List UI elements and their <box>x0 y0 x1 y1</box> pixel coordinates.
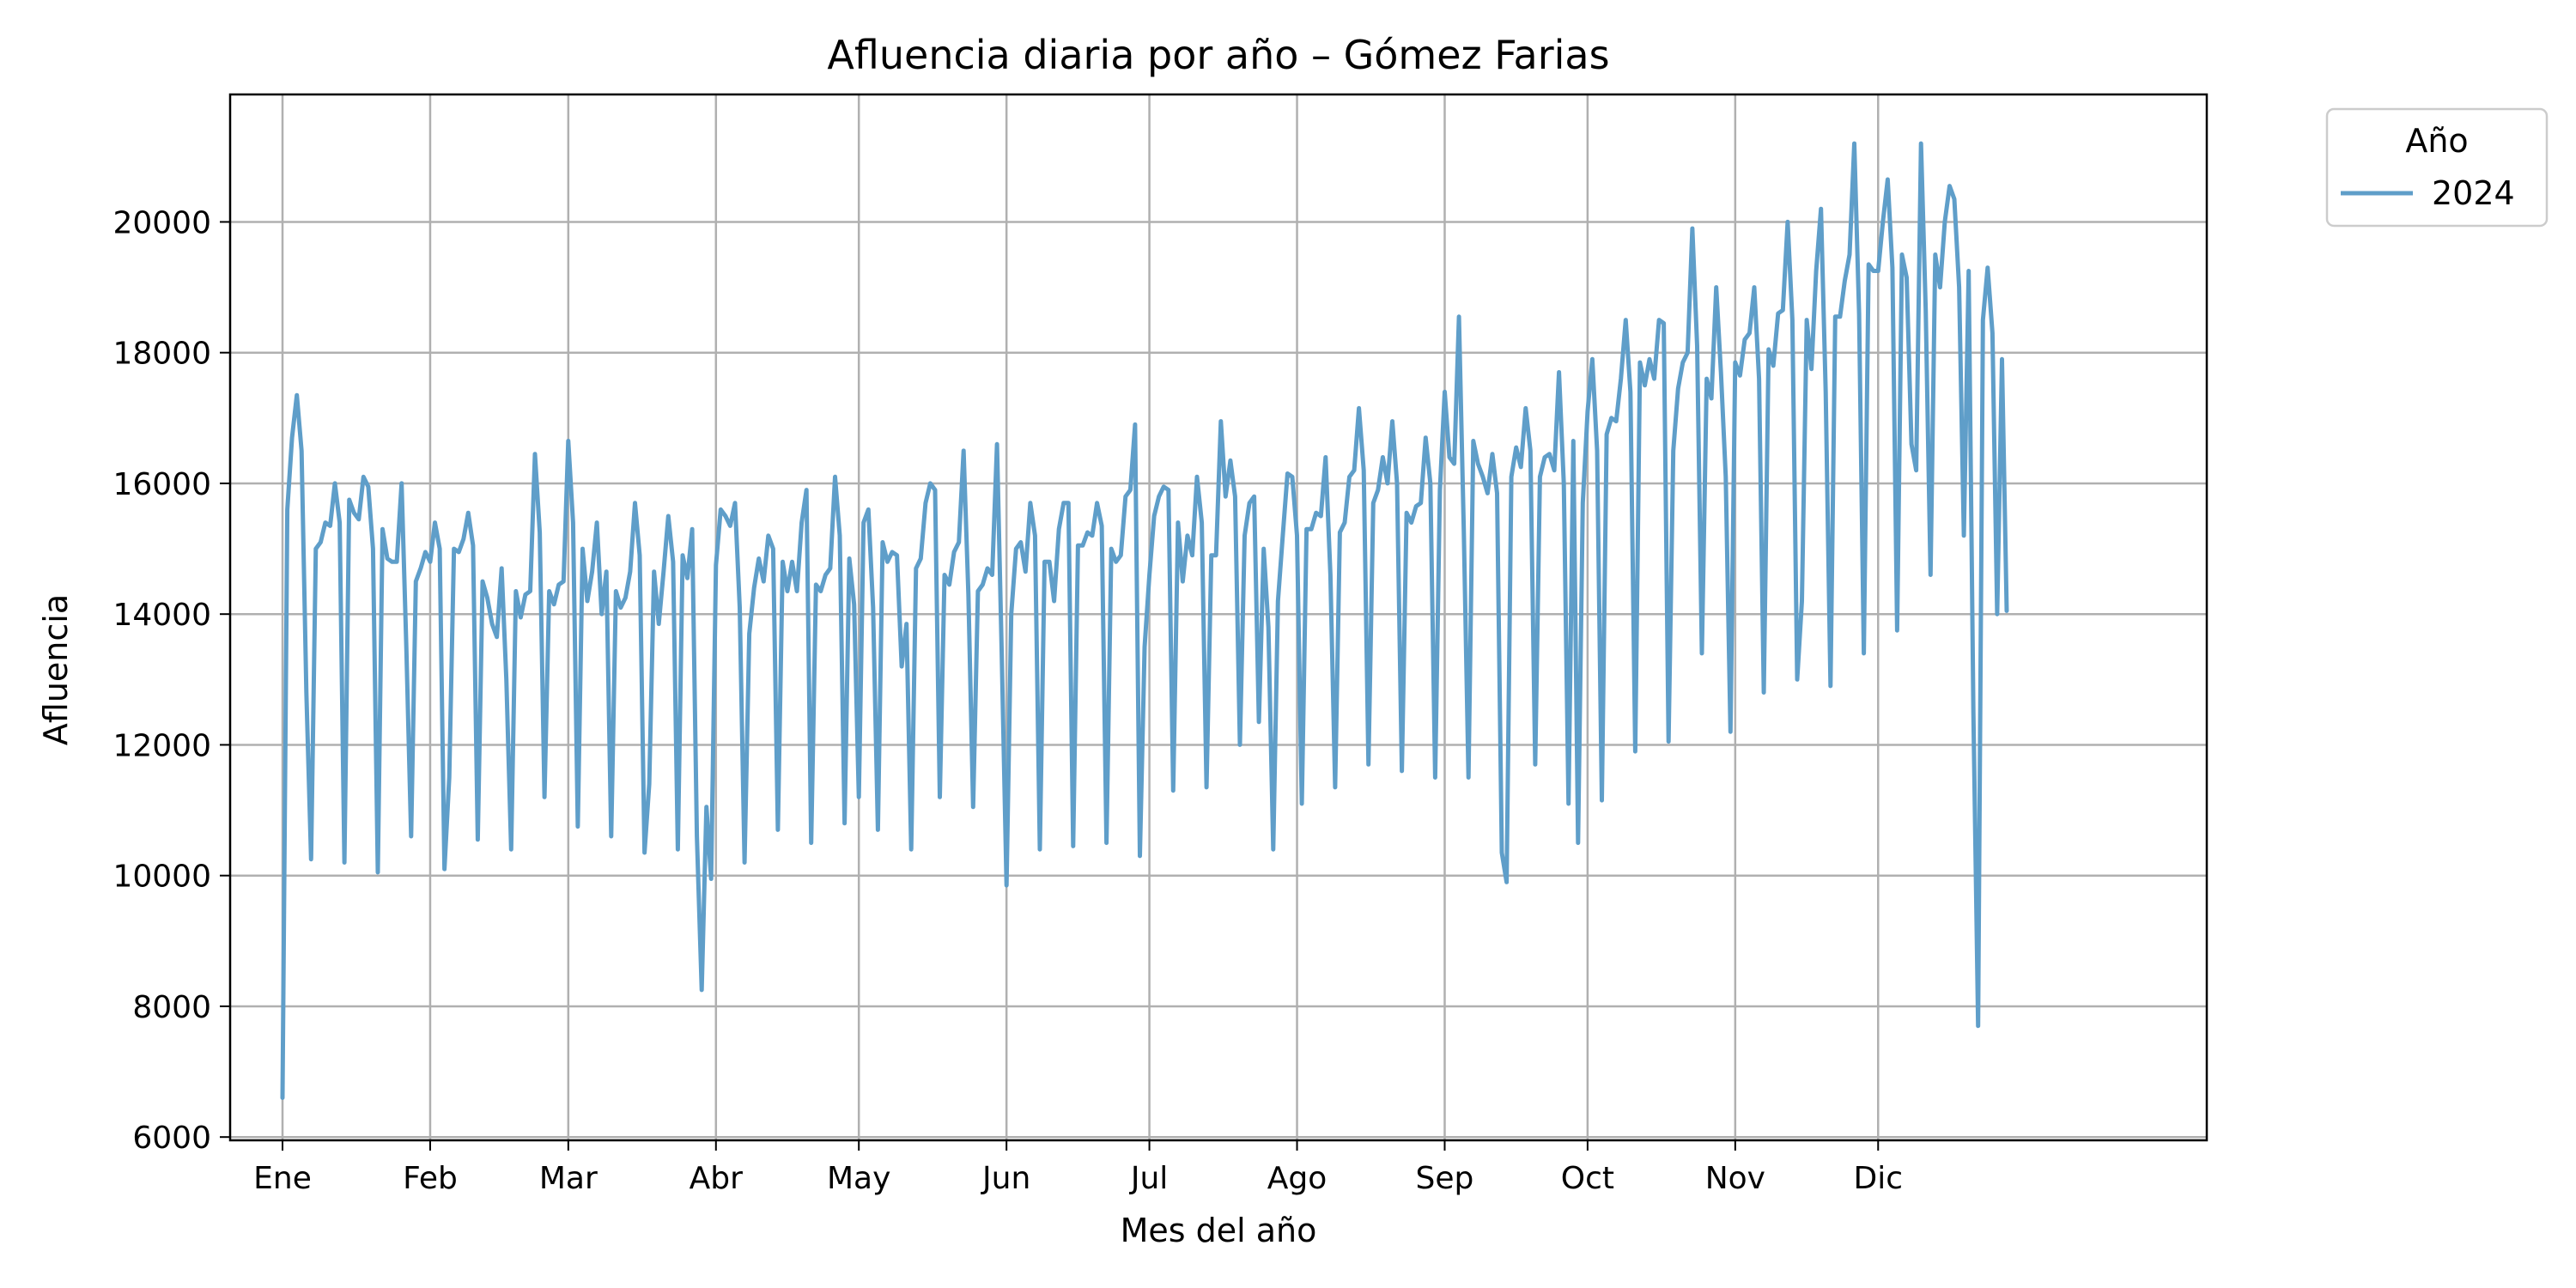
x-tick-label: Nov <box>1705 1161 1765 1196</box>
plot-frame <box>228 93 2208 1142</box>
x-tick-label: Feb <box>403 1161 458 1196</box>
axis-ticks: Ene Feb Mar Abr May Jun Jul Ago Sep Oct Nov Dic 6000… <box>112 205 1903 1196</box>
legend-title: Año <box>2405 122 2468 160</box>
series-layer <box>280 141 2009 1100</box>
legend: Año 2024 <box>2325 107 2549 228</box>
chart-title: Afluencia diaria por año – Gómez Farias <box>827 32 1609 78</box>
legend-entry-2024: 2024 <box>2432 174 2515 212</box>
x-tick-label: Ene <box>253 1161 312 1196</box>
x-axis-label: Mes del año <box>1121 1212 1317 1249</box>
x-tick-label: May <box>827 1161 890 1196</box>
x-tick-label: Oct <box>1561 1161 1614 1196</box>
y-tick-label: 20000 <box>112 205 211 240</box>
x-tick-label: Sep <box>1416 1161 1474 1196</box>
x-tick-label: Abr <box>690 1161 743 1196</box>
y-tick-label: 16000 <box>112 467 211 502</box>
y-tick-label: 8000 <box>132 990 211 1025</box>
series-line-2024 <box>280 141 2009 1100</box>
x-tick-label: Mar <box>539 1161 598 1196</box>
x-tick-label: Jun <box>981 1161 1030 1196</box>
y-tick-label: 14000 <box>112 598 211 633</box>
y-tick-label: 12000 <box>112 728 211 763</box>
grid <box>230 94 2207 1140</box>
x-tick-label: Dic <box>1854 1161 1904 1196</box>
y-axis-label: Afluencia <box>37 594 75 745</box>
y-tick-label: 6000 <box>132 1121 211 1156</box>
y-tick-label: 18000 <box>112 337 211 372</box>
x-tick-label: Ago <box>1267 1161 1327 1196</box>
y-tick-label: 10000 <box>112 860 211 895</box>
x-tick-label: Jul <box>1129 1161 1168 1196</box>
legend-box <box>2325 107 2549 228</box>
